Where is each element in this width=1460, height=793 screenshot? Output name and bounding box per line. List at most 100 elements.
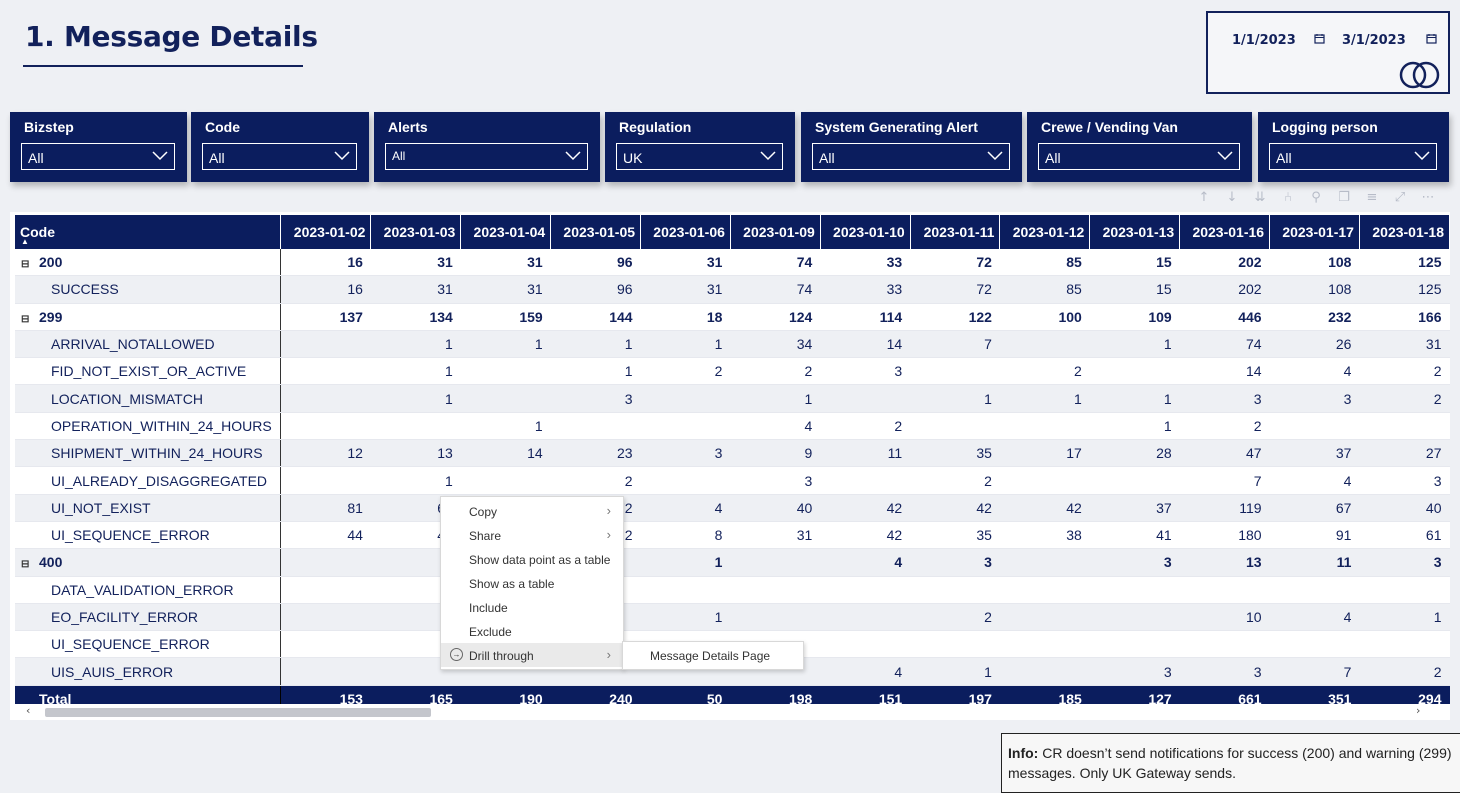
table-cell[interactable]: 96 [550, 275, 641, 304]
table-cell[interactable]: 27 [1359, 439, 1450, 468]
collapse-icon[interactable]: ⊟ [21, 559, 30, 571]
calendar-icon[interactable] [1314, 33, 1325, 47]
table-cell[interactable]: 17 [999, 439, 1090, 468]
table-cell[interactable]: 2 [999, 357, 1090, 386]
table-cell[interactable]: 1 [730, 384, 821, 413]
table-cell[interactable]: 1 [1089, 384, 1180, 413]
group-row[interactable]: ⊟ 400 1 4 3 3 13 11 3 [15, 548, 1450, 577]
table-cell[interactable] [1269, 412, 1360, 441]
table-cell[interactable] [1179, 576, 1270, 604]
table-cell[interactable]: 159 [460, 303, 551, 331]
table-cell[interactable]: 10 [1179, 603, 1270, 632]
filter-dropdown[interactable]: All [812, 143, 1010, 170]
start-date-field[interactable]: 1/1/2023 [1224, 27, 1325, 53]
end-date-field[interactable]: 3/1/2023 [1334, 27, 1437, 53]
table-cell[interactable] [910, 576, 1000, 604]
table-cell[interactable]: 1 [460, 412, 551, 441]
table-cell[interactable]: 40 [1359, 494, 1450, 522]
table-row[interactable]: SHIPMENT_WITHIN_24_HOURS 12 13 14 23 3 9 11 35 17… [15, 439, 1450, 468]
table-cell[interactable] [820, 576, 911, 604]
menu-item-copy[interactable]: Copy › [441, 499, 623, 523]
row-header[interactable]: UI_SEQUENCE_ERROR [15, 630, 281, 659]
table-cell[interactable] [999, 330, 1090, 359]
table-cell[interactable] [1089, 630, 1180, 659]
table-cell[interactable]: 134 [370, 303, 461, 331]
table-cell[interactable]: 11 [1269, 548, 1360, 577]
filter-dropdown[interactable]: All [21, 143, 175, 170]
table-cell[interactable] [730, 548, 821, 577]
row-header[interactable]: ARRIVAL_NOTALLOWED [15, 330, 281, 359]
table-cell[interactable]: 42 [820, 521, 911, 550]
table-cell[interactable]: 122 [910, 303, 1000, 331]
table-cell[interactable]: 42 [999, 494, 1090, 522]
table-cell[interactable]: 1 [550, 357, 641, 386]
table-cell[interactable]: 13 [1179, 548, 1270, 577]
table-cell[interactable] [999, 603, 1090, 632]
pin-icon[interactable]: ⚲ [1311, 190, 1321, 205]
table-cell[interactable]: 40 [730, 494, 821, 522]
column-header-date[interactable]: 2023-01-13 [1089, 215, 1181, 249]
table-cell[interactable] [820, 603, 911, 632]
table-cell[interactable] [1089, 603, 1180, 632]
table-cell[interactable]: 37 [1089, 494, 1180, 522]
table-cell[interactable] [1269, 576, 1360, 604]
table-cell[interactable]: 61 [1359, 521, 1450, 550]
table-cell[interactable]: 1 [1359, 603, 1450, 632]
row-header[interactable]: EO_FACILITY_ERROR [15, 603, 281, 632]
column-header-date[interactable]: 2023-01-10 [820, 215, 911, 249]
table-cell[interactable]: 7 [910, 330, 1000, 359]
table-cell[interactable] [460, 384, 551, 413]
table-cell[interactable]: 3 [1359, 548, 1450, 577]
table-cell[interactable]: 44 [280, 521, 371, 550]
table-cell[interactable]: 14 [460, 439, 551, 468]
column-header-date[interactable]: 2023-01-09 [730, 215, 821, 249]
table-cell[interactable]: 3 [910, 548, 1000, 577]
table-cell[interactable]: 180 [1179, 521, 1270, 550]
group-row[interactable]: ⊟ 200 16 31 31 96 31 74 33 72 85 15 202 108 125 [15, 249, 1450, 277]
table-cell[interactable] [280, 412, 371, 441]
table-cell[interactable]: 31 [460, 249, 551, 277]
table-row[interactable]: EO_FACILITY_ERROR 1 2 10 4 1 [15, 603, 1450, 632]
table-cell[interactable]: 1 [460, 330, 551, 359]
filter-dropdown[interactable]: All [202, 143, 357, 170]
table-cell[interactable]: 16 [280, 275, 371, 304]
table-cell[interactable]: 14 [1179, 357, 1270, 386]
column-header-date[interactable]: 2023-01-17 [1269, 215, 1360, 249]
table-cell[interactable]: 2 [640, 357, 731, 386]
table-cell[interactable]: 4 [1269, 603, 1360, 632]
table-cell[interactable]: 14 [820, 330, 911, 359]
drill-up-icon[interactable]: ↑ [1198, 190, 1210, 205]
column-header-date[interactable]: 2023-01-06 [640, 215, 731, 249]
table-cell[interactable]: 446 [1179, 303, 1270, 331]
table-cell[interactable]: 108 [1269, 249, 1360, 277]
table-cell[interactable]: 3 [730, 466, 821, 495]
collapse-icon[interactable]: ⊟ [21, 259, 30, 271]
table-cell[interactable]: 35 [910, 521, 1000, 550]
filter-icon[interactable]: ≡ [1366, 190, 1378, 205]
table-cell[interactable] [550, 412, 641, 441]
column-header-date[interactable]: 2023-01-04 [460, 215, 552, 249]
table-cell[interactable]: 3 [1359, 466, 1450, 495]
table-cell[interactable] [999, 466, 1090, 495]
table-cell[interactable]: 1 [910, 657, 1000, 686]
table-cell[interactable]: 12 [280, 439, 371, 468]
slider-toggle-icon[interactable] [1398, 60, 1442, 90]
table-cell[interactable]: 3 [820, 357, 911, 386]
table-cell[interactable]: 4 [1269, 357, 1360, 386]
table-cell[interactable]: 1 [1089, 412, 1180, 441]
column-header-date[interactable]: 2023-01-18 [1359, 215, 1450, 249]
row-header[interactable]: SHIPMENT_WITHIN_24_HOURS [15, 439, 281, 468]
table-cell[interactable]: 3 [1089, 657, 1180, 686]
column-header-date[interactable]: 2023-01-02 [280, 215, 372, 249]
table-cell[interactable]: 31 [640, 275, 731, 304]
table-cell[interactable]: 31 [370, 249, 461, 277]
table-cell[interactable] [280, 630, 371, 659]
filter-dropdown[interactable]: UK [616, 143, 783, 170]
table-cell[interactable]: 166 [1359, 303, 1450, 331]
table-cell[interactable]: 28 [1089, 439, 1180, 468]
filter-dropdown[interactable]: All [1269, 143, 1437, 170]
table-cell[interactable] [910, 630, 1000, 659]
group-row[interactable]: ⊟ 299 137 134 159 144 18 124 114 122 100 109 446 232 1… [15, 303, 1450, 331]
table-cell[interactable]: 7 [1269, 657, 1360, 686]
table-cell[interactable]: 47 [1179, 439, 1270, 468]
